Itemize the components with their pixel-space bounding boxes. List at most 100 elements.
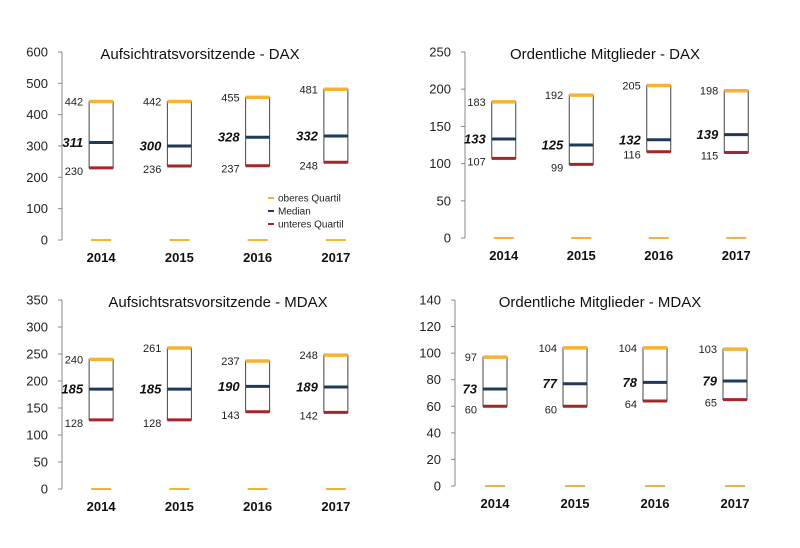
y-tick-label: 200 (26, 374, 48, 389)
y-tick-label: 250 (429, 45, 451, 60)
y-tick-label: 100 (419, 346, 441, 361)
x-tick-label: 2016 (644, 248, 673, 263)
lower-quartile-label: 248 (300, 160, 318, 172)
y-tick-label: 100 (26, 428, 48, 443)
y-tick-label: 100 (26, 201, 48, 216)
median-label: 78 (623, 375, 638, 390)
x-tick-label: 2014 (481, 496, 511, 511)
median-label: 185 (140, 382, 162, 397)
median-label: 133 (464, 132, 486, 147)
lower-quartile-label: 142 (300, 410, 318, 422)
x-tick-label: 2016 (243, 499, 272, 514)
y-tick-label: 400 (26, 107, 48, 122)
upper-quartile-label: 455 (221, 92, 239, 104)
median-label: 125 (542, 138, 564, 153)
upper-quartile-label: 97 (465, 352, 477, 364)
upper-quartile-label: 104 (539, 343, 557, 355)
quartile-box (568, 94, 594, 165)
y-tick-label: 20 (427, 452, 441, 467)
legend-label: Median (278, 207, 311, 218)
y-tick-label: 120 (419, 319, 441, 334)
y-tick-label: 80 (427, 372, 441, 387)
legend: oberes Quartil Median unteres Quartil (268, 194, 344, 231)
y-tick-label: 350 (26, 293, 48, 308)
quartile-box (722, 348, 748, 401)
y-tick-label: 0 (41, 482, 48, 497)
median-label: 189 (296, 379, 318, 394)
lower-quartile-label: 128 (143, 418, 161, 430)
median-label: 73 (463, 382, 478, 397)
y-tick-label: 600 (26, 45, 48, 60)
chart-title: Ordentliche Mitglieder - DAX (510, 46, 700, 63)
upper-quartile-label: 240 (65, 354, 83, 366)
chart-aufsichtsratsvorsitzende-dax: Aufsichtratsvorsitzende - DAX 0 100 200 300 4… (26, 45, 350, 266)
y-tick-label: 500 (26, 76, 48, 91)
lower-quartile-label: 237 (221, 164, 239, 176)
upper-quartile-label: 192 (545, 90, 563, 102)
upper-quartile-label: 481 (300, 84, 318, 96)
x-tick-label: 2014 (87, 499, 117, 514)
y-tick-label: 200 (429, 82, 451, 97)
median-label: 190 (218, 379, 240, 394)
x-tick-label: 2015 (561, 496, 590, 511)
lower-quartile-label: 128 (65, 418, 83, 430)
chart-title: Ordentliche Mitglieder - MDAX (499, 294, 702, 311)
upper-quartile-label: 104 (619, 343, 637, 355)
median-label: 77 (543, 376, 558, 391)
y-tick-label: 140 (419, 293, 441, 308)
lower-quartile-label: 116 (623, 150, 641, 162)
y-tick-label: 300 (26, 320, 48, 335)
x-tick-label: 2015 (165, 499, 194, 514)
y-tick-label: 200 (26, 170, 48, 185)
upper-quartile-label: 442 (65, 97, 83, 109)
upper-quartile-label: 442 (143, 97, 161, 109)
legend-label: oberes Quartil (278, 194, 341, 205)
chart-aufsichtsratsvorsitzende-mdax: Aufsichtsratsvorsitzende - MDAX 0 50 100 150… (26, 293, 350, 515)
quartile-box (642, 347, 668, 402)
x-tick-label: 2017 (321, 250, 350, 265)
lower-quartile-label: 60 (465, 404, 477, 416)
median-label: 328 (218, 130, 240, 145)
y-tick-label: 0 (444, 231, 451, 246)
x-tick-label: 2014 (87, 250, 117, 265)
upper-quartile-label: 205 (622, 80, 640, 92)
upper-quartile-label: 183 (467, 97, 485, 109)
y-tick-label: 150 (26, 401, 48, 416)
median-label: 139 (697, 127, 719, 142)
quartile-box (491, 101, 517, 159)
lower-quartile-label: 143 (221, 410, 239, 422)
x-tick-label: 2017 (321, 499, 350, 514)
y-tick-label: 50 (34, 455, 48, 470)
y-tick-label: 150 (429, 119, 451, 134)
lower-quartile-label: 60 (545, 404, 557, 416)
upper-quartile-label: 198 (700, 86, 718, 98)
chart-ordentliche-mitglieder-mdax: Ordentliche Mitglieder - MDAX 0 20 40 60 80 10… (419, 293, 749, 512)
quartile-box (482, 356, 508, 407)
x-tick-label: 2015 (165, 250, 194, 265)
quartile-box (166, 101, 192, 167)
upper-quartile-label: 237 (221, 356, 239, 368)
legend-label: unteres Quartil (278, 220, 344, 231)
quartile-box (166, 347, 192, 421)
median-label: 300 (140, 139, 162, 154)
lower-quartile-label: 230 (65, 166, 83, 178)
y-tick-label: 0 (434, 479, 441, 494)
median-label: 132 (619, 132, 641, 147)
x-tick-label: 2016 (641, 496, 670, 511)
quartile-box (562, 347, 588, 407)
x-tick-label: 2014 (489, 248, 519, 263)
upper-quartile-label: 248 (300, 350, 318, 362)
y-tick-label: 300 (26, 139, 48, 154)
lower-quartile-label: 115 (701, 150, 719, 162)
quartile-box (323, 354, 349, 413)
y-tick-label: 60 (427, 399, 441, 414)
y-tick-label: 50 (437, 193, 451, 208)
chart-title: Aufsichtsratsvorsitzende - MDAX (108, 294, 327, 311)
lower-quartile-label: 107 (467, 156, 485, 168)
quartile-box (88, 101, 114, 169)
quartile-box (323, 88, 349, 163)
median-label: 311 (62, 135, 83, 150)
lower-quartile-label: 236 (143, 164, 161, 176)
median-label: 79 (703, 374, 718, 389)
x-tick-label: 2016 (243, 250, 272, 265)
